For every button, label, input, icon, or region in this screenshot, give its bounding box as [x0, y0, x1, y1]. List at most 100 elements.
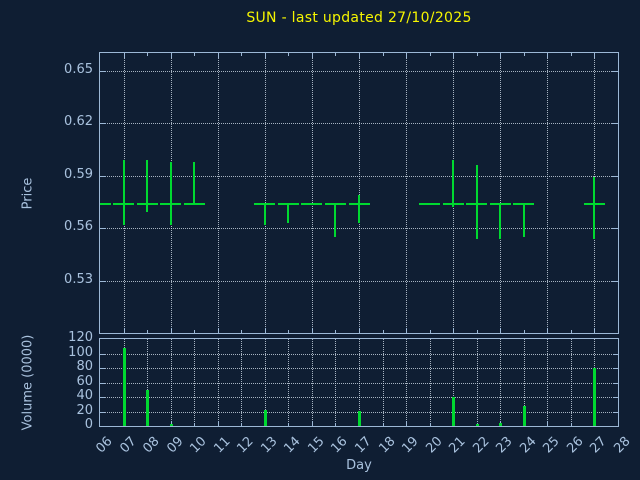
price-gridline-v — [264, 53, 266, 333]
price-ytick-left — [100, 280, 106, 282]
volume-xtick-bottom — [382, 423, 384, 426]
volume-bar — [263, 410, 267, 426]
price-xtick-bottom — [311, 328, 313, 333]
volume-bar — [122, 347, 126, 426]
price-xtick-top — [359, 53, 360, 58]
price-xtick-top — [476, 53, 478, 56]
x-axis-label: Day — [346, 458, 372, 473]
volume-gridline-v — [547, 339, 549, 426]
volume-ytick-left — [100, 382, 105, 384]
volume-gridline-v — [311, 339, 313, 426]
volume-xtick-bottom — [194, 423, 196, 426]
volume-bar — [475, 423, 479, 426]
price-close-tick — [254, 202, 276, 205]
volume-ytick-label: 0 — [84, 417, 93, 432]
price-close-tick — [583, 202, 605, 205]
volume-ytick-right — [613, 411, 618, 413]
price-xtick-top — [241, 53, 243, 56]
price-highlow-bar — [146, 159, 149, 213]
price-close-tick — [442, 202, 464, 205]
volume-panel — [99, 338, 619, 427]
volume-gridline-v — [288, 339, 290, 426]
volume-gridline-v — [500, 339, 502, 426]
price-gridline-v — [359, 53, 360, 333]
volume-xtick-bottom — [335, 423, 337, 426]
volume-ytick-left — [100, 353, 105, 355]
price-xtick-bottom — [241, 330, 243, 333]
price-xtick-bottom — [264, 328, 266, 333]
price-axis-label-text: Price — [20, 177, 36, 209]
price-ytick-left — [100, 70, 106, 72]
volume-ytick-left — [100, 411, 105, 413]
volume-ytick-right — [613, 353, 618, 355]
price-ytick-left — [100, 228, 106, 229]
price-ytick-label: 0.65 — [64, 61, 93, 77]
price-panel — [99, 52, 619, 334]
price-highlow-bar — [169, 161, 172, 225]
price-highlow-bar — [358, 194, 360, 223]
price-gridline-v — [406, 53, 408, 333]
price-gridline-v — [500, 53, 502, 333]
price-ytick-label: 0.62 — [64, 114, 93, 129]
volume-xtick-bottom — [570, 423, 572, 426]
volume-gridline-v — [570, 339, 572, 426]
volume-ytick-label: 120 — [68, 330, 93, 345]
volume-xtick-bottom — [170, 421, 172, 426]
price-xtick-top — [264, 53, 266, 58]
price-ytick-left — [100, 175, 106, 177]
price-highlow-bar — [263, 203, 266, 225]
price-xtick-top — [594, 53, 596, 58]
price-highlow-bar — [287, 203, 290, 223]
volume-gridline-v — [147, 339, 149, 426]
price-close-tick — [324, 202, 346, 205]
price-gridline-v — [217, 53, 219, 333]
price-close-tick — [489, 202, 511, 205]
price-xtick-top — [406, 53, 408, 58]
volume-ytick-left — [100, 397, 105, 398]
volume-ytick-label: 60 — [76, 373, 93, 389]
price-close-tick — [100, 202, 111, 205]
price-xtick-bottom — [170, 328, 172, 333]
price-gridline-v — [547, 53, 549, 333]
volume-gridline-v — [523, 339, 525, 426]
price-xtick-top — [570, 53, 572, 56]
price-xtick-bottom — [476, 330, 478, 333]
price-xtick-bottom — [594, 328, 596, 333]
volume-gridline-v — [453, 339, 455, 426]
volume-xtick-bottom — [241, 423, 243, 426]
price-ytick-label: 0.56 — [64, 219, 93, 234]
volume-xtick-bottom — [217, 421, 219, 426]
price-highlow-bar — [522, 203, 525, 237]
price-ytick-left — [100, 123, 106, 124]
volume-ytick-right — [613, 368, 618, 369]
price-xtick-top — [311, 53, 313, 58]
price-xtick-top — [453, 53, 455, 58]
price-xtick-top — [123, 53, 125, 58]
price-xtick-bottom — [288, 330, 290, 333]
price-highlow-bar — [452, 159, 455, 207]
volume-gridline-v — [241, 339, 243, 426]
price-xtick-bottom — [570, 330, 572, 333]
price-ytick-right — [612, 123, 618, 124]
price-ytick-right — [612, 228, 618, 229]
price-close-tick — [277, 202, 299, 205]
price-close-tick — [113, 202, 135, 205]
price-xtick-bottom — [359, 328, 360, 333]
price-xtick-top — [382, 53, 384, 56]
price-ytick-right — [612, 280, 618, 282]
price-xtick-bottom — [523, 330, 525, 333]
price-close-tick — [136, 202, 158, 205]
volume-gridline-v — [406, 339, 408, 426]
price-xtick-bottom — [335, 330, 337, 333]
volume-ytick-label: 40 — [76, 388, 93, 403]
price-close-tick — [513, 202, 535, 205]
price-xtick-top — [429, 53, 431, 56]
volume-bar — [358, 410, 361, 426]
price-xtick-bottom — [147, 330, 149, 333]
price-xtick-bottom — [123, 328, 125, 333]
chart-title: SUN - last updated 27/10/2025 — [246, 10, 472, 26]
volume-gridline-v — [359, 339, 360, 426]
price-xtick-bottom — [429, 330, 431, 333]
price-xtick-top — [170, 53, 172, 58]
volume-bar — [146, 389, 150, 426]
